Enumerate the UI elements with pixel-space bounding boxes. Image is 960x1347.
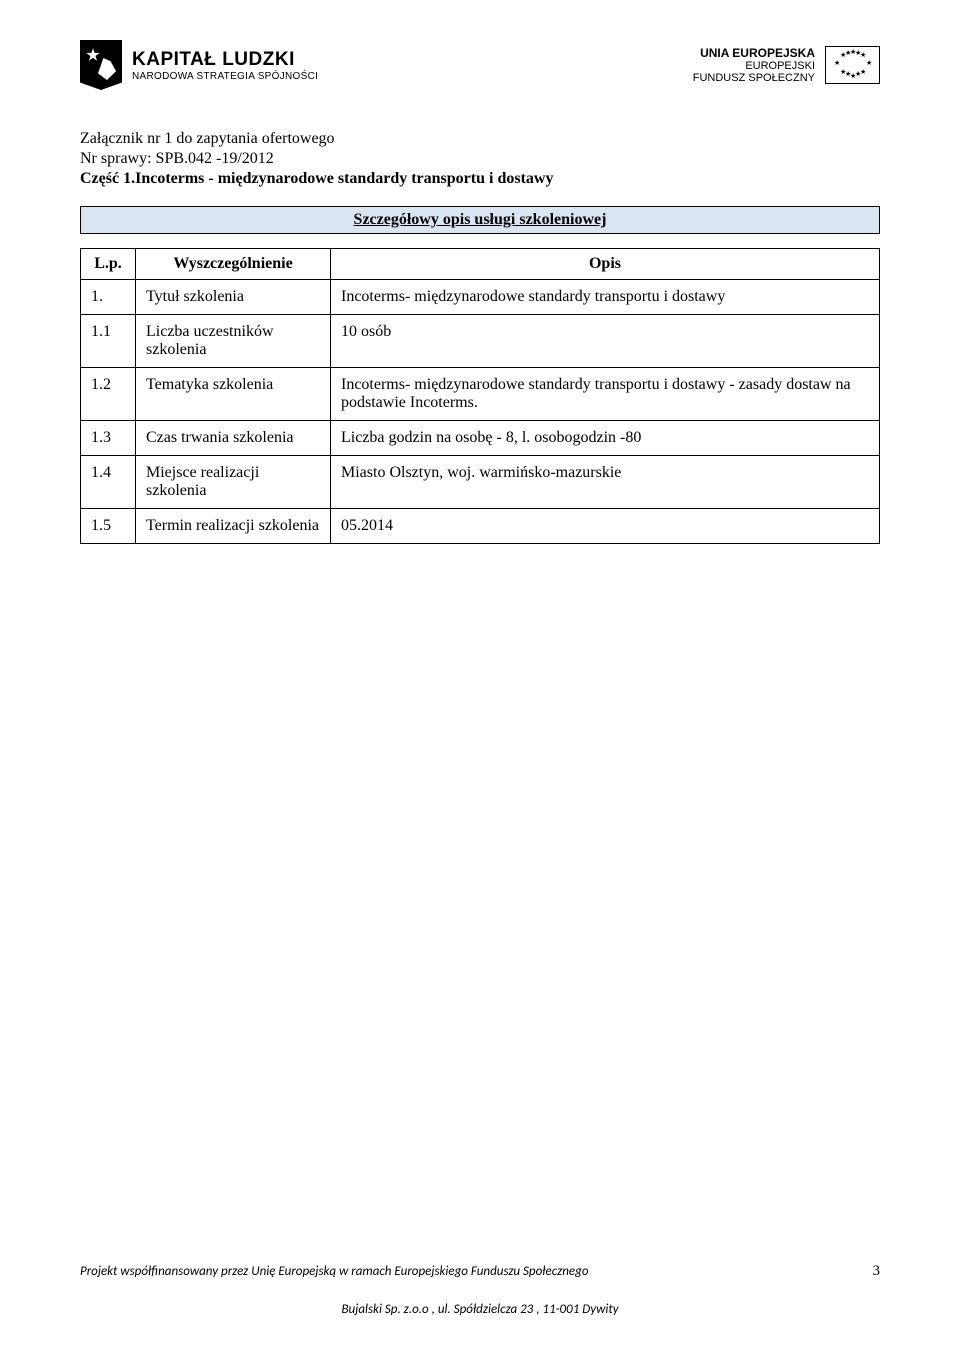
logo-eu-text: UNIA EUROPEJSKA EUROPEJSKI FUNDUSZ SPOŁE… <box>693 46 815 84</box>
eu-flag-icon: ★ ★ ★ ★ ★ ★ ★ ★ ★ ★ ★ ★ <box>825 46 880 84</box>
th-lp: L.p. <box>81 249 136 280</box>
section-title: Szczegółowy opis usługi szkoleniowej <box>80 206 880 234</box>
spec-table: L.p. Wyszczególnienie Opis 1. Tytuł szko… <box>80 248 880 544</box>
table-row: 1.3 Czas trwania szkolenia Liczba godzin… <box>81 421 880 456</box>
cell-lp: 1.1 <box>81 315 136 368</box>
intro-block: Załącznik nr 1 do zapytania ofertowego N… <box>80 130 880 188</box>
table-row: 1.4 Miejsce realizacji szkolenia Miasto … <box>81 456 880 509</box>
footer: Projekt współfinansowany przez Unię Euro… <box>80 1263 880 1317</box>
cell-name: Termin realizacji szkolenia <box>136 509 331 544</box>
cell-name: Czas trwania szkolenia <box>136 421 331 456</box>
intro-line3: Część 1.Incoterms - międzynarodowe stand… <box>80 170 880 188</box>
page-number: 3 <box>873 1263 881 1280</box>
logo-right-line1: UNIA EUROPEJSKA <box>693 46 815 60</box>
page: KAPITAŁ LUDZKI NARODOWA STRATEGIA SPÓJNO… <box>0 0 960 1347</box>
logo-right-line3: FUNDUSZ SPOŁECZNY <box>693 72 815 84</box>
cell-opis: Miasto Olsztyn, woj. warmińsko-mazurskie <box>331 456 880 509</box>
footer-text: Projekt współfinansowany przez Unię Euro… <box>80 1264 589 1279</box>
intro-line2: Nr sprawy: SPB.042 -19/2012 <box>80 150 880 168</box>
logo-eu: UNIA EUROPEJSKA EUROPEJSKI FUNDUSZ SPOŁE… <box>693 46 880 84</box>
header-logos: KAPITAŁ LUDZKI NARODOWA STRATEGIA SPÓJNO… <box>80 40 880 90</box>
logo-right-line2: EUROPEJSKI <box>693 60 815 72</box>
cell-lp: 1.5 <box>81 509 136 544</box>
kapital-ludzki-icon <box>80 40 122 90</box>
footer-line2: Bujalski Sp. z.o.o , ul. Spółdzielcza 23… <box>80 1302 880 1317</box>
cell-opis: Liczba godzin na osobę - 8, l. osobogodz… <box>331 421 880 456</box>
cell-lp: 1.2 <box>81 368 136 421</box>
cell-lp: 1.3 <box>81 421 136 456</box>
section-title-row: Szczegółowy opis usługi szkoleniowej <box>80 206 880 234</box>
cell-lp: 1.4 <box>81 456 136 509</box>
logo-left-line1: KAPITAŁ LUDZKI <box>132 49 318 71</box>
cell-name: Liczba uczestników szkolenia <box>136 315 331 368</box>
logo-kapital-ludzki: KAPITAŁ LUDZKI NARODOWA STRATEGIA SPÓJNO… <box>80 40 318 90</box>
table-head-row: L.p. Wyszczególnienie Opis <box>81 249 880 280</box>
cell-opis: Incoterms- międzynarodowe standardy tran… <box>331 368 880 421</box>
table-row: 1.2 Tematyka szkolenia Incoterms- między… <box>81 368 880 421</box>
cell-name: Tematyka szkolenia <box>136 368 331 421</box>
table-row: 1. Tytuł szkolenia Incoterms- międzynaro… <box>81 280 880 315</box>
kapital-ludzki-text: KAPITAŁ LUDZKI NARODOWA STRATEGIA SPÓJNO… <box>132 49 318 82</box>
table-row: 1.1 Liczba uczestników szkolenia 10 osób <box>81 315 880 368</box>
table-row: 1.5 Termin realizacji szkolenia 05.2014 <box>81 509 880 544</box>
cell-name: Tytuł szkolenia <box>136 280 331 315</box>
th-name: Wyszczególnienie <box>136 249 331 280</box>
th-opis: Opis <box>331 249 880 280</box>
intro-line1: Załącznik nr 1 do zapytania ofertowego <box>80 130 880 148</box>
cell-opis: 05.2014 <box>331 509 880 544</box>
cell-opis: 10 osób <box>331 315 880 368</box>
cell-lp: 1. <box>81 280 136 315</box>
cell-opis: Incoterms- międzynarodowe standardy tran… <box>331 280 880 315</box>
logo-left-line2: NARODOWA STRATEGIA SPÓJNOŚCI <box>132 71 318 82</box>
cell-name: Miejsce realizacji szkolenia <box>136 456 331 509</box>
footer-line1: Projekt współfinansowany przez Unię Euro… <box>80 1263 880 1280</box>
